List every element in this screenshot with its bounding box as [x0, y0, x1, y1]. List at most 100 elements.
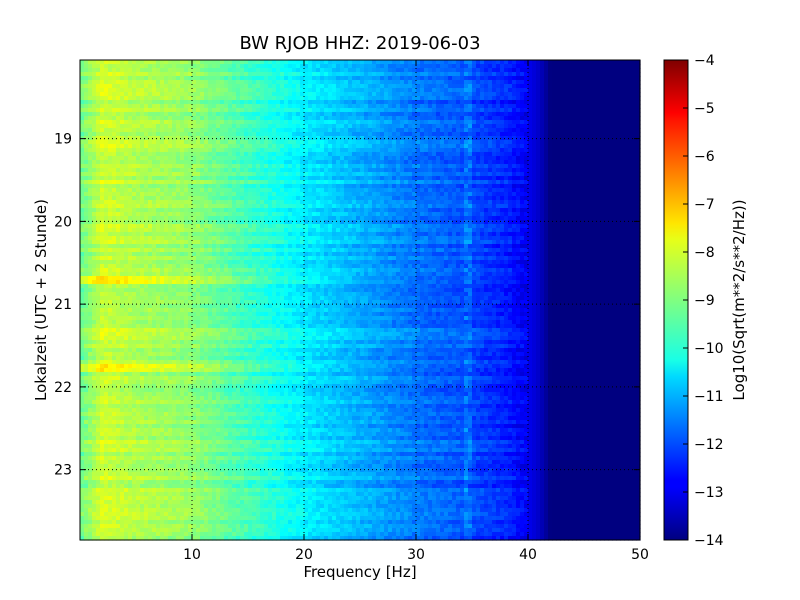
heatmap-cell [240, 80, 245, 85]
heatmap-cell [300, 140, 305, 145]
heatmap-cell [608, 196, 613, 201]
heatmap-cell [288, 76, 293, 81]
heatmap-cell [452, 140, 457, 145]
heatmap-cell [124, 84, 129, 89]
heatmap-cell [580, 160, 585, 165]
heatmap-cell [412, 136, 417, 141]
heatmap-cell [504, 128, 509, 133]
heatmap-cell [276, 200, 281, 205]
heatmap-cell [552, 164, 557, 169]
heatmap-cell [596, 132, 601, 137]
heatmap-cell [516, 136, 521, 141]
heatmap-cell [152, 164, 157, 169]
heatmap-cell [396, 132, 401, 137]
heatmap-cell [264, 68, 269, 73]
heatmap-cell [244, 192, 249, 197]
heatmap-cell [596, 104, 601, 109]
heatmap-cell [508, 156, 513, 161]
heatmap-cell [616, 152, 621, 157]
heatmap-cell [228, 108, 233, 113]
heatmap-cell [428, 100, 433, 105]
heatmap-cell [312, 160, 317, 165]
heatmap-cell [228, 184, 233, 189]
heatmap-cell [384, 160, 389, 165]
heatmap-cell [404, 140, 409, 145]
heatmap-cell [420, 68, 425, 73]
heatmap-cell [300, 120, 305, 125]
heatmap-cell [276, 128, 281, 133]
heatmap-cell [136, 176, 141, 181]
heatmap-cell [84, 192, 89, 197]
heatmap-cell [412, 124, 417, 129]
heatmap-cell [560, 116, 565, 121]
heatmap-cell [176, 140, 181, 145]
heatmap-cell [136, 72, 141, 77]
heatmap-cell [244, 176, 249, 181]
heatmap-cell [164, 172, 169, 177]
heatmap-cell [520, 196, 525, 201]
heatmap-cell [524, 188, 529, 193]
heatmap-cell [320, 144, 325, 149]
heatmap-cell [132, 72, 137, 77]
heatmap-cell [456, 120, 461, 125]
heatmap-cell [456, 192, 461, 197]
heatmap-cell [316, 132, 321, 137]
heatmap-cell [304, 68, 309, 73]
heatmap-cell [164, 176, 169, 181]
heatmap-cell [444, 148, 449, 153]
heatmap-cell [460, 104, 465, 109]
heatmap-cell [360, 68, 365, 73]
heatmap-cell [432, 188, 437, 193]
heatmap-cell [524, 68, 529, 73]
heatmap-cell [164, 88, 169, 93]
heatmap-cell [380, 140, 385, 145]
heatmap-cell [120, 96, 125, 101]
heatmap-cell [404, 192, 409, 197]
heatmap-cell [168, 148, 173, 153]
heatmap-cell [504, 172, 509, 177]
heatmap-cell [440, 144, 445, 149]
heatmap-cell [556, 136, 561, 141]
heatmap-cell [636, 164, 641, 169]
heatmap-cell [264, 104, 269, 109]
heatmap-cell [620, 108, 625, 113]
heatmap-cell [268, 84, 273, 89]
heatmap-cell [208, 116, 213, 121]
heatmap-cell [176, 160, 181, 165]
heatmap-cell [216, 80, 221, 85]
heatmap-cell [472, 60, 477, 65]
heatmap-cell [120, 136, 125, 141]
heatmap-cell [320, 104, 325, 109]
heatmap-cell [256, 80, 261, 85]
heatmap-cell [400, 96, 405, 101]
heatmap-cell [604, 156, 609, 161]
heatmap-cell [112, 156, 117, 161]
heatmap-cell [148, 96, 153, 101]
heatmap-cell [596, 72, 601, 77]
heatmap-cell [272, 132, 277, 137]
heatmap-cell [420, 92, 425, 97]
heatmap-cell [108, 184, 113, 189]
heatmap-cell [80, 72, 85, 77]
heatmap-cell [232, 148, 237, 153]
heatmap-cell [472, 112, 477, 117]
heatmap-cell [296, 184, 301, 189]
heatmap-cell [468, 156, 473, 161]
heatmap-cell [544, 132, 549, 137]
heatmap-cell [208, 100, 213, 105]
heatmap-cell [160, 132, 165, 137]
heatmap-cell [176, 104, 181, 109]
heatmap-cell [520, 64, 525, 69]
heatmap-cell [540, 80, 545, 85]
heatmap-cell [200, 144, 205, 149]
heatmap-cell [392, 172, 397, 177]
heatmap-cell [592, 116, 597, 121]
heatmap-cell [428, 192, 433, 197]
heatmap-cell [464, 140, 469, 145]
heatmap-cell [528, 168, 533, 173]
heatmap-cell [256, 128, 261, 133]
heatmap-cell [132, 196, 137, 201]
heatmap-cell [592, 76, 597, 81]
heatmap-cell [84, 140, 89, 145]
heatmap-cell [400, 108, 405, 113]
